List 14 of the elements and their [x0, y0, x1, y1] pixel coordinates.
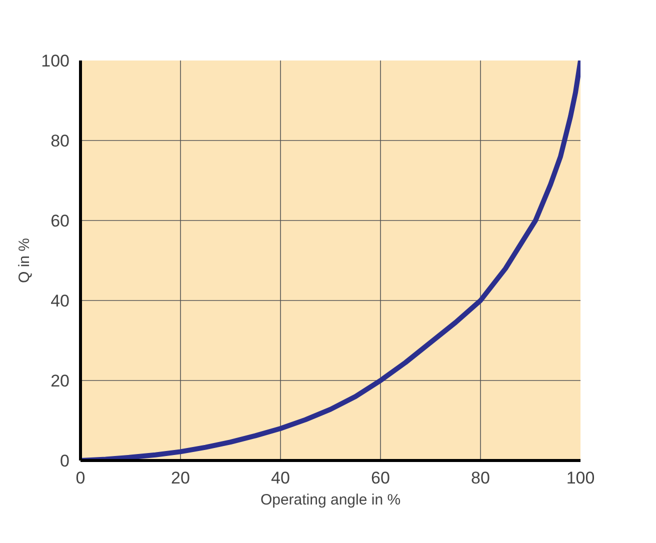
y-tick-label: 20: [50, 372, 70, 390]
x-tick-label: 80: [471, 468, 490, 488]
x-axis-title: Operating angle in %: [260, 492, 401, 508]
x-tick-label: 20: [171, 468, 190, 488]
x-tick-label: 0: [76, 468, 86, 488]
y-tick-label: 40: [50, 292, 70, 310]
x-tick-label: 40: [271, 468, 290, 488]
y-tick-label: 100: [41, 52, 70, 70]
x-tick-label: 60: [371, 468, 390, 488]
y-tick-label: 60: [50, 212, 70, 230]
y-axis-title: Q in %: [16, 238, 34, 284]
y-tick-label: 80: [50, 132, 70, 150]
y-tick-label: 0: [60, 452, 70, 470]
x-tick-label: 100: [566, 468, 595, 488]
